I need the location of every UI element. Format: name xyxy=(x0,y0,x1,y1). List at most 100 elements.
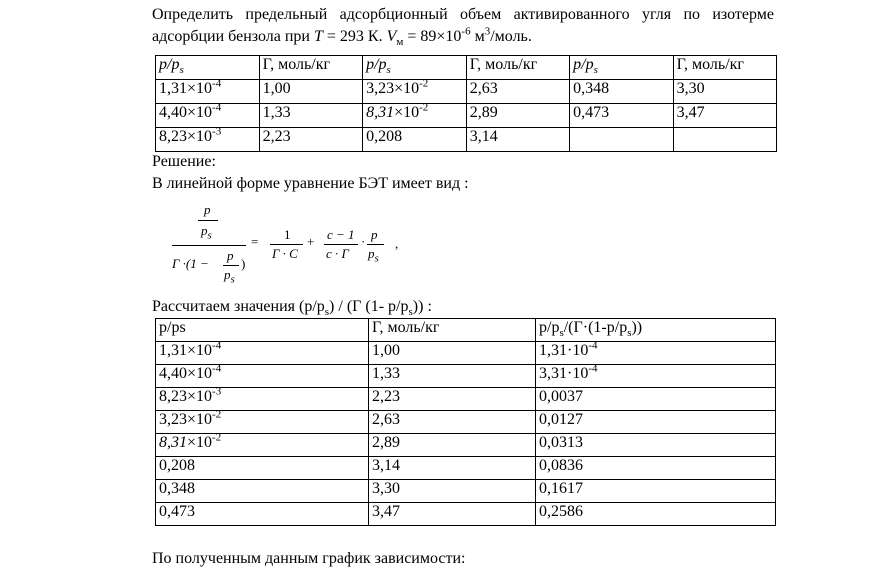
italic-run: p/p xyxy=(159,56,180,73)
solution-label: Решение: xyxy=(152,153,216,170)
table-row: 1,31×10-4 1,00 3,23×10-2 2,63 0,348 3,30 xyxy=(155,77,778,104)
formula-term: c · Γ xyxy=(326,246,349,261)
cell: 0,473 xyxy=(569,103,674,128)
fraction-bar xyxy=(172,245,246,246)
cell: 2,63 xyxy=(368,410,536,434)
italic-run: p xyxy=(368,246,375,261)
intro-text: В линейной форме уравнение БЭТ имеет вид… xyxy=(152,175,469,192)
superscript: -4 xyxy=(212,339,222,352)
cell: 1,33 xyxy=(368,364,536,388)
italic-run: s xyxy=(374,252,379,265)
cell: 1,31×10-4 xyxy=(155,339,369,365)
subscript: s xyxy=(208,230,212,242)
cell: p/ps/(Г·(1-p/ps)) xyxy=(535,318,776,342)
cell: 3,23×10-2 xyxy=(155,408,369,434)
formula-term: · xyxy=(361,234,366,249)
header-row: p/ps Г, моль/кг p/ps Г, моль/кг p/ps Г, моль/… xyxy=(155,55,778,80)
cell: 0,0127 xyxy=(535,410,776,434)
formula-term: ps xyxy=(368,246,379,265)
cell: 0,348 xyxy=(569,79,674,104)
cell: 4,40×10-4 xyxy=(155,101,260,128)
superscript: -3 xyxy=(212,125,222,138)
italic-run: V xyxy=(386,28,397,45)
cell: 4,40×10-4 xyxy=(155,363,369,388)
text-run: )) : xyxy=(412,298,432,315)
cell xyxy=(672,127,778,152)
superscript: -6 xyxy=(461,25,471,38)
text-run: /(Г·(1-p/p xyxy=(563,319,628,336)
cell: 1,31×10-4 xyxy=(155,77,260,104)
cell: 1,00 xyxy=(368,341,536,365)
italic-run: 8,31 xyxy=(366,104,395,121)
table-row: 1,31×10-4 1,00 1,31·10-4 xyxy=(155,339,776,365)
text-run: м xyxy=(470,28,485,45)
cell: 0,0313 xyxy=(535,433,776,457)
cell: 2,89 xyxy=(368,433,536,457)
header-row: p/ps Г, моль/кг p/ps/(Г·(1-p/ps)) xyxy=(155,318,776,342)
table-row: 0,473 3,47 0,2586 xyxy=(155,502,776,526)
subscript: s xyxy=(594,64,598,76)
italic-run: 8,31 xyxy=(159,434,187,451)
text-run: ) / (Г (1- p/p xyxy=(329,298,409,315)
cell: 8,31×10-2 xyxy=(155,432,369,457)
cell: 3,47 xyxy=(672,103,778,128)
text-run: ×10 xyxy=(187,434,213,451)
cell: Г, моль/кг xyxy=(258,55,364,80)
data-table: p/ps Г, моль/кг p/ps Г, моль/кг p/ps Г, моль/… xyxy=(155,55,778,152)
cell: 3,23×10-2 xyxy=(362,77,467,104)
results-table: p/ps Г, моль/кг p/ps/(Г·(1-p/ps)) 1,31×10-4… xyxy=(155,318,776,526)
subscript: s xyxy=(408,306,413,319)
superscript: -2 xyxy=(212,408,222,421)
superscript: -4 xyxy=(588,362,598,375)
cell: 0,0836 xyxy=(535,456,776,480)
text-run: 4,40×10 xyxy=(159,104,213,121)
superscript: -2 xyxy=(419,101,429,114)
table-row: 3,23×10-2 2,63 0,0127 xyxy=(155,408,776,434)
superscript: -4 xyxy=(588,339,598,352)
text-run: 3,23×10 xyxy=(366,80,420,97)
table-row: 0,208 3,14 0,0836 xyxy=(155,456,776,480)
text-run: Определить предельный адсорбционный объе… xyxy=(152,6,774,45)
subscript: м xyxy=(396,36,404,49)
formula-term: p xyxy=(371,227,378,242)
superscript: -4 xyxy=(212,77,222,90)
cell: 0,0037 xyxy=(535,387,776,411)
cell: 3,14 xyxy=(368,456,536,480)
subscript: s xyxy=(231,274,235,286)
italic-run: p/p xyxy=(366,56,387,73)
cell: 8,31×10-2 xyxy=(362,101,467,128)
text-run: p/p xyxy=(539,319,560,336)
subscript: s xyxy=(375,253,379,265)
text-run: 1,31·10 xyxy=(539,342,589,359)
formula-term: = xyxy=(251,234,259,249)
cell: 0,208 xyxy=(155,456,369,480)
text-run: Рассчитаем значения (p/p xyxy=(152,298,325,315)
fraction-bar xyxy=(367,244,384,245)
cell: 0,348 xyxy=(155,479,369,503)
cell: Г, моль/кг xyxy=(368,318,536,342)
cell: 3,30 xyxy=(672,79,778,104)
text-run: = 89×10 xyxy=(403,28,462,45)
cell: p/ps xyxy=(155,318,369,342)
fraction-bar xyxy=(198,220,218,221)
cell: p/ps xyxy=(362,55,467,80)
task-text: Определить предельный адсорбционный объе… xyxy=(152,4,774,48)
cell: Г, моль/кг xyxy=(465,55,571,80)
cell: 1,00 xyxy=(258,79,364,104)
cell: 3,31·10-4 xyxy=(535,362,776,388)
cell: 2,23 xyxy=(368,387,536,411)
text-run: 3,31·10 xyxy=(539,365,589,382)
superscript: -2 xyxy=(419,77,429,90)
cell xyxy=(569,127,674,152)
italic-run: s xyxy=(179,64,184,77)
text-run: 4,40×10 xyxy=(159,365,213,382)
formula-term: Γ · C xyxy=(272,246,298,261)
text-run: 3,23×10 xyxy=(159,411,213,428)
subscript: s xyxy=(324,306,330,319)
cell: 0,473 xyxy=(155,502,369,526)
cell: 1,31·10-4 xyxy=(535,339,776,365)
text-run: 8,23×10 xyxy=(159,388,213,405)
subscript: s xyxy=(387,64,391,76)
superscript: -4 xyxy=(212,101,222,114)
